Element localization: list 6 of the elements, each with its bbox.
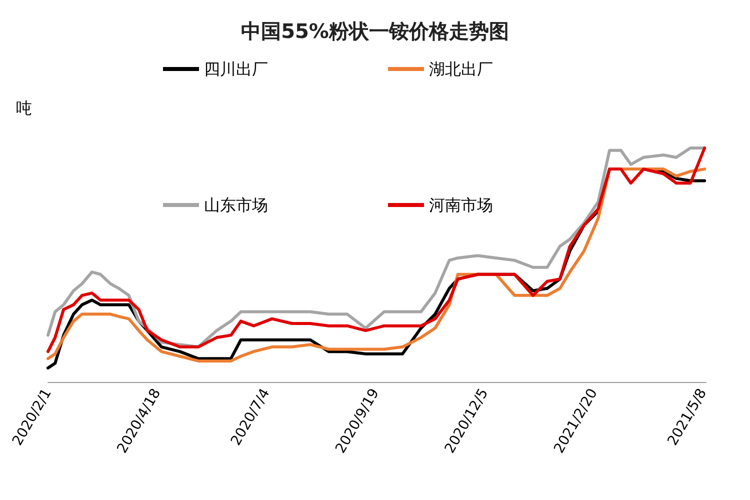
legend-label: 湖北出厂 [429, 60, 493, 78]
y-axis-title: 吨 [16, 98, 32, 118]
legend-label: 河南市场 [429, 196, 493, 214]
chart-title: 中国55%粉状一铵价格走势图 [241, 19, 509, 43]
legend-label: 四川出厂 [204, 60, 268, 78]
legend-label: 山东市场 [204, 196, 268, 214]
